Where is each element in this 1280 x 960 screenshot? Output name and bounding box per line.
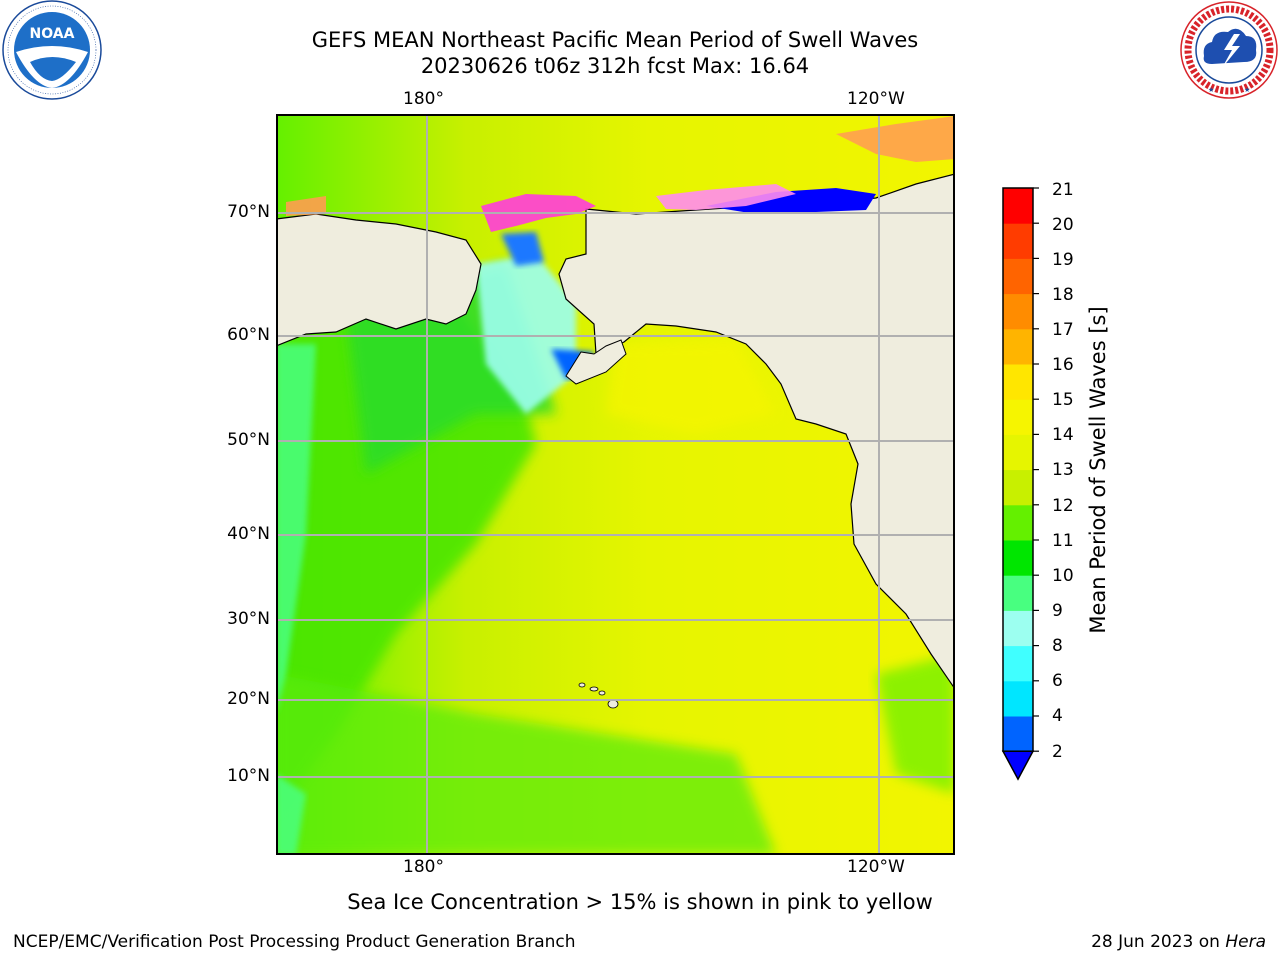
sea-ice-note: Sea Ice Concentration > 15% is shown in …	[347, 890, 933, 914]
lat-label-40n: 40°N	[227, 524, 270, 544]
colorbar-tick-4: 4	[1052, 706, 1063, 726]
colorbar-tick-18: 18	[1052, 285, 1074, 305]
colorbar-tick-6: 6	[1052, 671, 1063, 691]
colorbar-tick-12: 12	[1052, 496, 1074, 516]
svg-text:★: ★	[1244, 86, 1250, 94]
colorbar-label: Mean Period of Swell Waves [s]	[1086, 306, 1110, 634]
colorbar-segment	[1003, 328, 1033, 365]
swell-region-teal-edge	[276, 344, 316, 714]
sea-ice-arctic-orange	[836, 116, 955, 162]
swell-region-cyan-bering	[476, 254, 576, 414]
run-date-text: 28 Jun 2023 on	[1091, 932, 1220, 952]
swell-region-gulf-alaska	[606, 340, 776, 434]
colorbar-under-arrow	[1001, 750, 1035, 781]
colorbar-tick-2: 2	[1052, 742, 1063, 762]
lat-label-70n: 70°N	[227, 202, 270, 222]
swell-region-green-south	[276, 674, 776, 855]
run-host: Hera	[1225, 932, 1266, 952]
colorbar-segment	[1003, 680, 1033, 717]
lat-label-60n: 60°N	[227, 325, 270, 345]
colorbar-segment	[1003, 434, 1033, 471]
colorbar-segment	[1003, 258, 1033, 295]
colorbar-tick-10: 10	[1052, 566, 1074, 586]
lat-label-50n: 50°N	[227, 430, 270, 450]
colorbar-segment	[1003, 188, 1033, 224]
colorbar-tick-20: 20	[1052, 215, 1074, 235]
colorbar-tick-8: 8	[1052, 636, 1063, 656]
colorbar-tick-13: 13	[1052, 460, 1074, 480]
lat-label-30n: 30°N	[227, 609, 270, 629]
noaa-logo-text: NOAA	[30, 26, 75, 42]
colorbar-tick-9: 9	[1052, 601, 1063, 621]
map-title: GEFS MEAN Northeast Pacific Mean Period …	[311, 28, 919, 52]
colorbar-segment	[1003, 540, 1033, 576]
lat-label-20n: 20°N	[227, 689, 270, 709]
lon-label-bottom-180: 180°	[403, 857, 444, 877]
credit-line: NCEP/EMC/Verification Post Processing Pr…	[13, 932, 576, 952]
colorbar-tick-17: 17	[1052, 320, 1074, 340]
colorbar-segment	[1003, 504, 1033, 541]
colorbar	[1001, 187, 1039, 781]
land-alaska-peninsula	[565, 339, 627, 385]
svg-text:★: ★	[1208, 86, 1214, 94]
lon-label-top-180: 180°	[403, 89, 444, 109]
land-northwest	[276, 213, 482, 347]
map-panel	[276, 114, 955, 855]
lon-label-top-120w: 120°W	[847, 89, 905, 109]
sea-ice-beaufort-blue	[706, 188, 876, 214]
lon-label-bottom-120w: 120°W	[847, 857, 905, 877]
land-alaska-canada	[558, 173, 955, 691]
colorbar-tick-19: 19	[1052, 250, 1074, 270]
noaa-logo: NOAA	[2, 0, 102, 100]
colorbar-tick-16: 16	[1052, 355, 1074, 375]
colorbar-segment	[1003, 469, 1033, 506]
colorbar-segment	[1003, 223, 1033, 259]
colorbar-segment	[1003, 399, 1033, 435]
sea-ice-west-orange	[286, 196, 326, 216]
swell-region-blue-norton	[501, 232, 544, 266]
graticule	[276, 114, 955, 855]
map-subtitle: 20230626 t06z 312h fcst Max: 16.64	[420, 54, 810, 78]
sea-ice-beaufort-pink	[656, 184, 796, 210]
colorbar-segment	[1003, 645, 1033, 682]
colorbar-tick-11: 11	[1052, 531, 1074, 551]
lat-label-10n: 10°N	[227, 766, 270, 786]
colorbar-tick-21: 21	[1052, 180, 1074, 200]
swell-region-teal-southwest	[276, 774, 306, 855]
run-date: 28 Jun 2023 on Hera	[1091, 932, 1266, 952]
colorbar-segment	[1003, 716, 1033, 752]
colorbar-segment	[1003, 575, 1033, 611]
colorbar-tick-15: 15	[1052, 390, 1074, 410]
colorbar-segment	[1003, 610, 1033, 647]
map-frame	[276, 114, 955, 855]
colorbar-segment	[1003, 293, 1033, 330]
swell-region-green-southeast	[876, 654, 955, 794]
nws-logo: ★ ★	[1180, 1, 1278, 99]
colorbar-segment	[1003, 364, 1033, 400]
colorbar-tick-14: 14	[1052, 425, 1074, 445]
